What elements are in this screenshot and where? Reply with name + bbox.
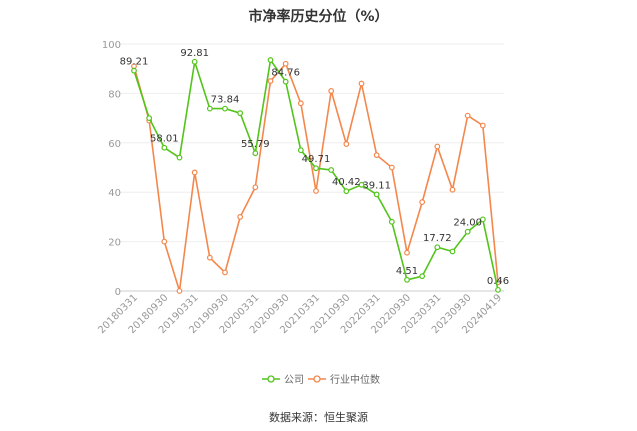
data-point <box>222 269 228 276</box>
data-point <box>297 147 304 154</box>
data-label: 89.21 <box>120 57 149 68</box>
data-point <box>191 58 198 65</box>
data-point <box>176 288 183 294</box>
data-label: 40.42 <box>332 177 361 188</box>
data-point <box>206 254 213 261</box>
data-point <box>131 67 137 74</box>
data-label: 49.71 <box>302 154 331 165</box>
data-source: 数据来源：恒生聚源 <box>269 411 368 424</box>
data-point <box>237 213 244 220</box>
data-point <box>388 218 395 225</box>
chart-title: 市净率历史分位（%） <box>248 9 389 25</box>
data-point <box>343 141 350 147</box>
data-point <box>328 88 335 94</box>
data-point <box>358 80 365 87</box>
data-point <box>419 273 426 280</box>
series-line-0 <box>133 58 499 291</box>
y-tick-label: 40 <box>108 188 121 199</box>
data-point <box>267 78 274 84</box>
legend-label-0: 公司 <box>284 375 304 386</box>
data-point <box>267 57 274 63</box>
data-point <box>282 78 289 85</box>
data-point <box>161 238 168 245</box>
data-label: 17.72 <box>423 233 452 244</box>
data-point <box>449 248 456 255</box>
y-tick-label: 20 <box>108 238 121 249</box>
data-point <box>146 115 153 121</box>
data-point <box>237 110 244 117</box>
data-point <box>479 122 486 129</box>
data-label: 24.00 <box>453 218 482 229</box>
data-point <box>404 249 410 256</box>
data-point <box>464 112 471 119</box>
legend-marker-0 <box>267 375 275 383</box>
data-point <box>388 164 395 171</box>
data-point <box>282 60 289 67</box>
data-point <box>161 144 168 151</box>
data-point <box>434 244 441 251</box>
data-point <box>222 105 228 112</box>
data-point <box>495 286 501 293</box>
data-point <box>252 184 259 191</box>
data-point <box>328 167 335 173</box>
legend-label-1: 行业中位数 <box>330 373 380 386</box>
data-point <box>252 150 259 157</box>
data-label: 55.79 <box>241 139 270 150</box>
legend-marker-1 <box>313 375 321 383</box>
data-point <box>404 276 410 283</box>
data-point <box>419 199 426 205</box>
data-label: 4.51 <box>396 266 418 277</box>
data-point <box>176 154 183 161</box>
data-label: 39.11 <box>362 180 391 191</box>
y-tick-label: 0 <box>115 287 121 298</box>
data-point <box>464 228 471 235</box>
data-point <box>206 105 213 112</box>
data-label: 73.84 <box>211 95 240 106</box>
data-label: 92.81 <box>180 48 209 59</box>
y-tick-label: 100 <box>102 40 121 51</box>
data-point <box>373 191 380 198</box>
data-point <box>297 100 304 107</box>
data-point <box>434 143 441 150</box>
data-point <box>313 165 319 172</box>
data-point <box>313 188 319 194</box>
data-point <box>373 152 380 159</box>
data-label: 84.76 <box>271 68 300 79</box>
y-tick-label: 60 <box>108 139 121 150</box>
data-point <box>343 188 350 195</box>
data-point <box>449 186 456 193</box>
data-point <box>191 169 198 176</box>
data-point <box>358 181 365 188</box>
data-label: 0.46 <box>487 276 509 287</box>
data-point <box>479 216 486 223</box>
y-tick-label: 80 <box>108 89 121 100</box>
data-label: 58.01 <box>150 134 179 145</box>
